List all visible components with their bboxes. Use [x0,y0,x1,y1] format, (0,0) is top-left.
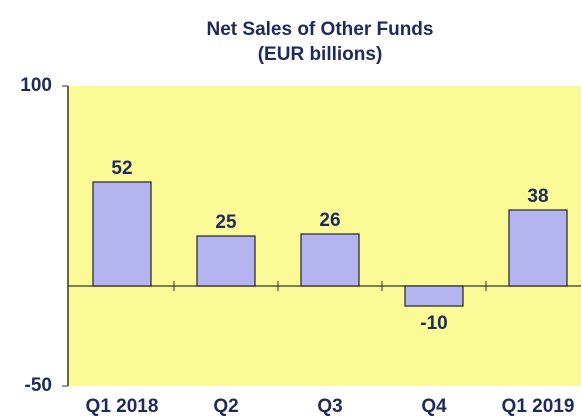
x-tick-label: Q3 [317,396,342,417]
bar [196,235,256,287]
x-tick-label: Q1 2018 [86,396,159,417]
bar [404,285,464,307]
x-tick-label: Q2 [213,396,238,417]
data-label: 52 [111,158,132,179]
x-tick-label: Q4 [421,396,447,417]
y-tick-label: 100 [20,75,52,96]
data-label: 26 [319,210,340,231]
y-tick-label: -50 [25,375,52,396]
chart-title: Net Sales of Other Funds [207,19,434,40]
bar [300,233,360,287]
bar [508,209,568,287]
data-label: -10 [420,313,447,334]
x-tick-label: Q1 2019 [502,396,575,417]
bar [92,181,152,287]
data-label: 38 [527,186,548,207]
data-label: 25 [215,212,237,233]
chart-subtitle: (EUR billions) [258,44,383,65]
